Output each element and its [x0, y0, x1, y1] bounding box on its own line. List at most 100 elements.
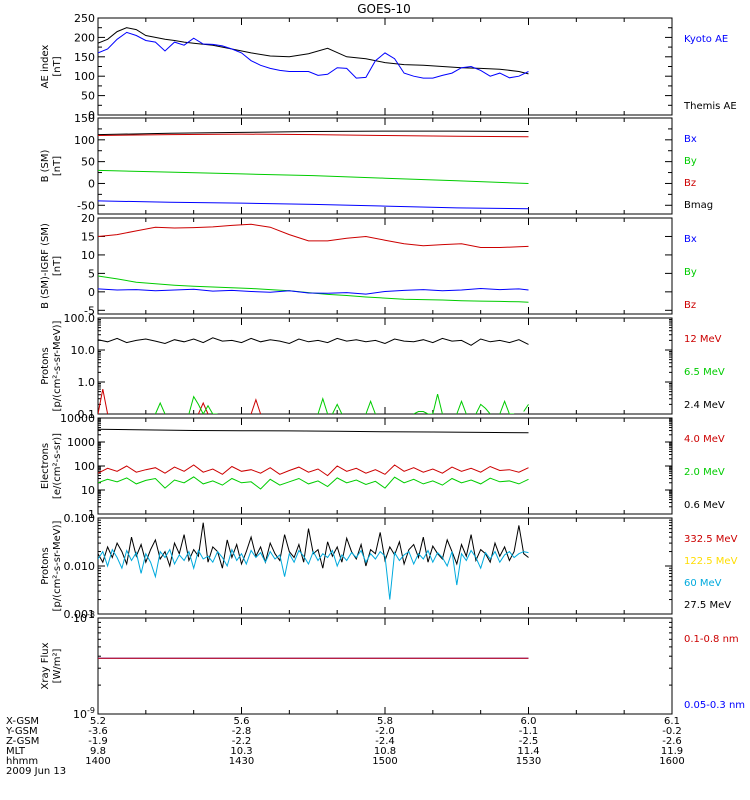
series-line-6-5-mev: [188, 395, 218, 414]
legend-entry: 332.5 MeV: [684, 534, 738, 545]
y-tick-label: 0.1: [78, 408, 96, 421]
date-label: 2009 Jun 13: [6, 766, 66, 777]
axis-value: 1430: [229, 756, 254, 767]
y-axis-label: Xray Flux: [40, 642, 51, 689]
legend-entry: 0.1-0.8 nm: [684, 634, 739, 645]
y-tick-label: 1.0: [78, 376, 96, 389]
legend-entry: Bz: [684, 300, 696, 311]
y-axis-label: [nT]: [52, 56, 63, 76]
axis-value: -1.1: [519, 726, 539, 737]
axis-row-label: Y-GSM: [5, 726, 38, 737]
y-tick-label: 10000: [60, 412, 95, 425]
y-tick-label: 50: [81, 156, 95, 169]
y-axis-label: [nT]: [52, 256, 63, 276]
axis-value: -2.8: [232, 726, 252, 737]
axis-value: -1.9: [88, 736, 108, 747]
axis-value: 5.6: [234, 716, 250, 727]
legend-entry: 122.5 MeV: [684, 556, 738, 567]
y-axis-label: [W/m²]: [52, 648, 63, 683]
legend-entry: By: [684, 267, 697, 278]
series-line-bz: [98, 223, 529, 248]
legend-entry: Bmag: [684, 200, 713, 211]
series-line-bmag: [98, 130, 529, 136]
axis-value: -0.2: [662, 726, 682, 737]
y-tick-label: 1000: [67, 436, 95, 449]
series-line-6-5-mev: [331, 403, 343, 414]
panel-ae: 0 50 100 150 200 250 AE index [nT] Kyoto AE Themi…: [40, 12, 737, 122]
y-tick-label: 15: [81, 230, 95, 243]
series-line-12-mev: [98, 389, 109, 414]
axis-value: 1400: [85, 756, 110, 767]
axis-value: -2.5: [519, 736, 539, 747]
y-tick-label: 10: [81, 484, 95, 497]
series-line-bx: [98, 200, 529, 210]
axis-value: 11.9: [661, 746, 683, 757]
y-axis-label: Electrons: [40, 443, 51, 489]
legend-entry: 60 MeV: [684, 578, 722, 589]
series-line-by: [98, 169, 529, 184]
series-group: [98, 428, 529, 490]
y-tick-label: 0: [88, 109, 95, 122]
y-axis-label: B (SM)-IGRF (SM): [40, 223, 51, 309]
axis-value: 11.4: [517, 746, 539, 757]
axis-value: 5.8: [377, 716, 393, 727]
series-line-bx: [98, 287, 529, 295]
series-line-2-4-mev: [98, 337, 529, 346]
axis-value: 9.8: [90, 746, 106, 757]
y-axis-label: [p/(cm²-s-sr-MeV)]: [52, 520, 63, 611]
series-line-6-5-mev: [456, 399, 467, 414]
legend-entry: 4.0 MeV: [684, 434, 725, 445]
y-tick-label: 10-8: [73, 610, 95, 625]
axis-row-label: hhmm: [6, 756, 38, 767]
y-axis-label: [e/(cm²-s-sr)]: [52, 433, 63, 499]
panel-bsm: -50 0 50 100 150 B (SM) [nT] Bx By Bz Bmag: [40, 112, 713, 215]
legend-entry: Bz: [684, 178, 696, 189]
legend-entry: 2.4 MeV: [684, 400, 725, 411]
y-tick-label: -5: [84, 304, 95, 317]
panel-hiprotons: 0.001 0.010 0.100 Protons [p/(cm²-s-sr-MeV)]…: [40, 512, 738, 621]
y-tick-label: 50: [81, 90, 95, 103]
series-line-12-mev: [250, 398, 262, 414]
y-tick-label: 0.010: [64, 560, 96, 573]
axis-value: -2.6: [662, 736, 682, 747]
legend-entry: 0.6 MeV: [684, 500, 725, 511]
axis-value: 5.2: [90, 716, 106, 727]
panel-electrons: 1 10 100 1000 10000 Electrons [e/(cm²-s-sr)] 4.…: [40, 412, 725, 521]
legend-entry: 6.5 MeV: [684, 367, 725, 378]
legend-entry: Bx: [684, 134, 697, 145]
y-tick-label: 0: [88, 286, 95, 299]
axis-value: 1530: [516, 756, 541, 767]
y-tick-label: 0.001: [64, 608, 96, 621]
series-line-6-5-mev: [365, 399, 376, 414]
axis-value: -3.6: [88, 726, 108, 737]
series-line-bz: [98, 133, 529, 138]
legend-entry: 0.05-0.3 nm: [684, 700, 745, 711]
series-line-kyoto-ae: [98, 31, 529, 79]
panel-protons: 0.1 1.0 10.0 100.0 Protons [p/(cm²-s-sr-MeV)]…: [40, 312, 725, 421]
series-line-4-0-mev: [98, 464, 529, 477]
y-axis-label: Protons: [40, 547, 51, 584]
series-line-6-5-mev: [317, 397, 329, 414]
axis-value: 1600: [659, 756, 684, 767]
axis-row-label: MLT: [6, 746, 26, 757]
y-tick-label: 10.0: [71, 344, 96, 357]
panel-frame: [97, 217, 673, 315]
y-tick-label: 200: [74, 31, 95, 44]
axis-row-label: Z-GSM: [6, 736, 39, 747]
y-tick-label: 10: [81, 249, 95, 262]
figure-title: GOES-10: [357, 2, 411, 16]
legend-entry: 2.0 MeV: [684, 467, 725, 478]
y-tick-label: 1: [88, 508, 95, 521]
y-tick-label: 5: [88, 267, 95, 280]
series-line-6-5-mev: [475, 403, 491, 414]
series-line-6-5-mev: [413, 393, 443, 414]
y-tick-label: 150: [74, 51, 95, 64]
series-line-27-5-mev: [98, 522, 529, 569]
y-tick-label: 100: [74, 70, 95, 83]
series-line-6-5-mev: [499, 399, 515, 414]
panel-bdiff: -5 0 5 10 15 20 B (SM)-IGRF (SM) [nT] Bx By Bz: [40, 212, 697, 317]
axis-value: -2.4: [375, 736, 395, 747]
legend-entry: Themis AE: [683, 101, 737, 112]
